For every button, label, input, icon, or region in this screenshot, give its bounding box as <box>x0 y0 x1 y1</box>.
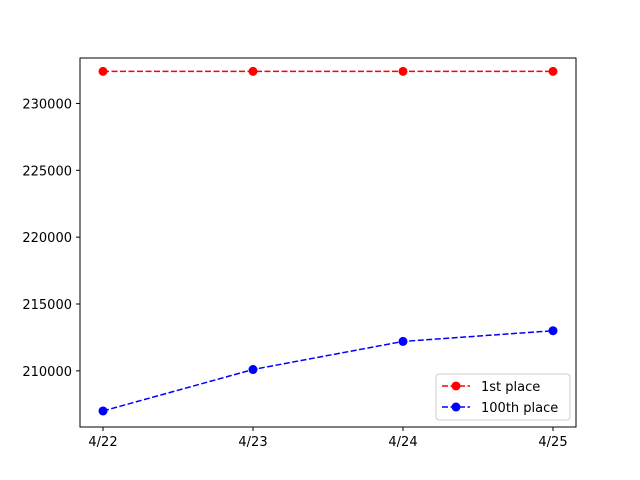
y-tick-label: 215000 <box>22 298 72 313</box>
legend: 1st place 100th place <box>435 373 571 421</box>
data-point-series-1 <box>248 66 258 76</box>
data-point-series-1 <box>548 66 558 76</box>
data-point-series-1 <box>398 66 408 76</box>
y-tick-label: 225000 <box>22 164 72 179</box>
data-point-series-2 <box>398 336 408 346</box>
series-layer <box>98 66 558 416</box>
legend-marker-1 <box>451 381 461 391</box>
x-tick-label: 4/25 <box>538 435 567 450</box>
legend-label-2: 100th place <box>481 401 558 416</box>
series-line-2 <box>102 329 554 412</box>
plot-background <box>80 58 576 427</box>
x-tick-label: 4/24 <box>388 435 417 450</box>
data-point-series-2 <box>548 326 558 336</box>
legend-marker-2 <box>451 402 461 412</box>
legend-label-1: 1st place <box>481 380 540 395</box>
data-point-series-1 <box>98 66 108 76</box>
axes: 4/22 4/23 4/24 4/25 210000 215000 220000 225000… <box>22 97 567 450</box>
y-tick-label: 220000 <box>22 231 72 246</box>
data-point-series-2 <box>98 406 108 416</box>
y-tick-label: 230000 <box>22 97 72 112</box>
x-tick-label: 4/23 <box>238 435 267 450</box>
plot-frame <box>79 57 577 428</box>
y-tick-label: 210000 <box>22 365 72 380</box>
data-point-series-2 <box>248 365 258 375</box>
x-tick-label: 4/22 <box>88 435 117 450</box>
